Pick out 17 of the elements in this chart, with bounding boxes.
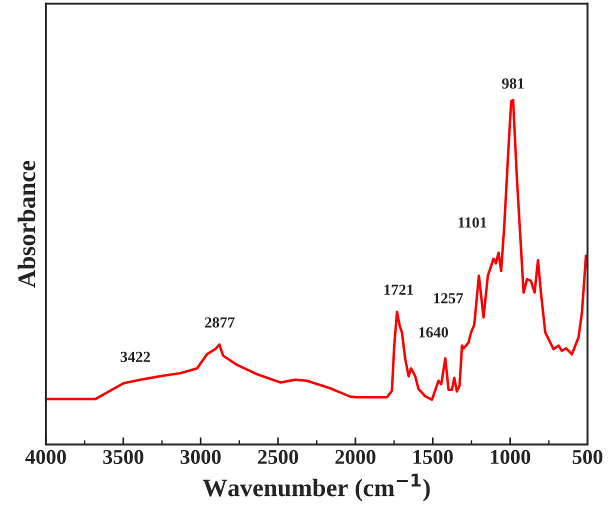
annotation: 3422 — [120, 352, 150, 362]
x-tick-label: 4000 — [25, 450, 66, 464]
x-tick-label: 500 — [572, 450, 602, 464]
annotation: 1101 — [458, 217, 486, 228]
annotation: 2877 — [205, 317, 235, 328]
annotation: 1257 — [434, 293, 464, 304]
x-tick-label: 1500 — [414, 450, 453, 464]
annotation: 1640 — [419, 327, 448, 338]
annotation: 1721 — [384, 284, 414, 295]
x-tick-label: 1000 — [490, 450, 530, 464]
x-tick-label: 3500 — [103, 450, 144, 464]
x-tick-label: 3000 — [180, 450, 221, 464]
annotation: 981 — [502, 78, 524, 89]
x-tick-label: 2500 — [258, 450, 298, 464]
x-tick-label: 2000 — [335, 450, 376, 464]
y-axis-title: Absorbance — [18, 160, 36, 288]
x-axis-title: Wavenumber (cm$^{−1}$) — [202, 474, 430, 502]
